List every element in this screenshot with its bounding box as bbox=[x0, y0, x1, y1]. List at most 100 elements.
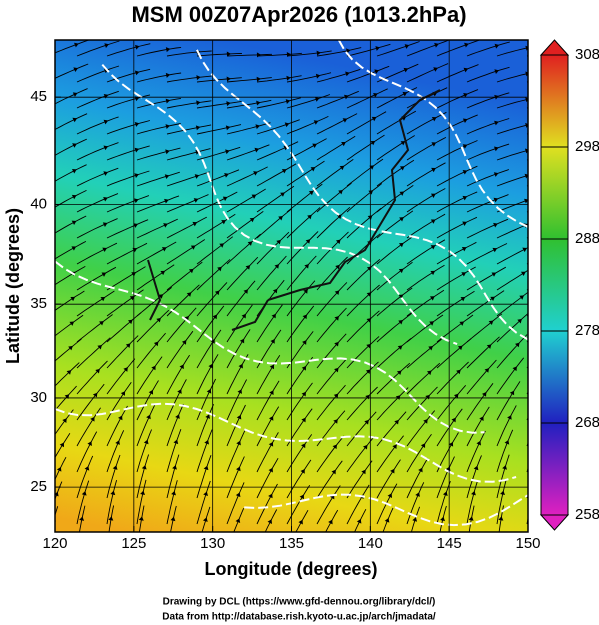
stream-arrow bbox=[356, 518, 362, 524]
streamline bbox=[436, 290, 475, 317]
stream-arrow bbox=[134, 173, 139, 178]
streamline bbox=[256, 255, 287, 291]
stream-arrow bbox=[507, 415, 512, 420]
streamline bbox=[466, 66, 510, 83]
stream-arrow bbox=[462, 118, 468, 124]
streamline bbox=[436, 361, 469, 395]
streamline bbox=[166, 261, 203, 291]
streamline bbox=[76, 242, 118, 265]
stream-arrow bbox=[492, 247, 498, 253]
stream-arrow bbox=[271, 313, 276, 319]
streamline bbox=[316, 460, 343, 499]
stream-arrow bbox=[219, 243, 225, 248]
stream-arrow bbox=[412, 517, 418, 522]
stream-arrow bbox=[140, 490, 146, 496]
stream-arrow bbox=[364, 419, 369, 425]
streamline bbox=[166, 239, 206, 265]
stream-arrow bbox=[222, 196, 228, 202]
streamline bbox=[346, 183, 383, 213]
stream-arrow bbox=[239, 338, 245, 344]
stream-arrow bbox=[268, 493, 273, 499]
streamline bbox=[376, 210, 414, 239]
streamline bbox=[436, 241, 477, 265]
streamline bbox=[55, 456, 67, 481]
streamline bbox=[346, 386, 378, 421]
stream-arrow bbox=[366, 343, 371, 349]
stream-arrow bbox=[333, 419, 338, 424]
streamline bbox=[55, 314, 84, 337]
stream-arrow bbox=[335, 264, 340, 270]
streamline bbox=[466, 92, 510, 109]
stream-arrow bbox=[529, 516, 534, 520]
stream-arrow bbox=[397, 345, 403, 350]
stream-arrow bbox=[310, 167, 316, 172]
streamline bbox=[496, 334, 528, 369]
streamline bbox=[316, 47, 362, 57]
streamline bbox=[226, 482, 245, 525]
stream-arrow bbox=[479, 416, 484, 421]
stream-arrow bbox=[100, 296, 106, 302]
stream-arrow bbox=[104, 43, 109, 48]
stream-arrow bbox=[115, 440, 120, 445]
stream-arrow bbox=[334, 316, 339, 321]
streamline bbox=[376, 41, 420, 57]
streamline bbox=[136, 123, 181, 135]
stream-arrow bbox=[430, 270, 436, 276]
stream-arrow bbox=[314, 96, 320, 102]
streamline bbox=[166, 307, 197, 343]
streamline bbox=[376, 236, 413, 265]
stream-arrow bbox=[172, 465, 177, 470]
stream-arrow bbox=[226, 101, 231, 107]
streamline bbox=[76, 167, 119, 187]
streamline bbox=[286, 183, 323, 213]
streamline bbox=[436, 191, 478, 213]
stream-arrow bbox=[153, 341, 159, 347]
streamline bbox=[136, 454, 150, 499]
streamline bbox=[316, 135, 356, 161]
streamline bbox=[196, 53, 242, 57]
stream-arrow bbox=[71, 194, 77, 200]
streamline bbox=[76, 218, 118, 239]
stream-arrow bbox=[196, 100, 201, 106]
streamline bbox=[136, 97, 181, 109]
streamline bbox=[166, 216, 208, 239]
streamline bbox=[55, 433, 71, 459]
streamline bbox=[226, 430, 246, 473]
isotherm bbox=[55, 260, 485, 434]
stream-arrow bbox=[462, 170, 468, 175]
stream-arrow bbox=[536, 414, 541, 419]
stream-arrow bbox=[103, 196, 108, 202]
streamline bbox=[436, 165, 478, 187]
streamline bbox=[226, 329, 251, 369]
stream-arrow bbox=[212, 314, 218, 320]
stream-arrow bbox=[431, 116, 437, 122]
stream-arrow bbox=[517, 318, 522, 324]
streamline bbox=[226, 233, 261, 265]
streamline bbox=[436, 338, 472, 369]
streamline bbox=[106, 195, 150, 213]
stream-arrow bbox=[245, 265, 251, 270]
y-tick-label: 35 bbox=[30, 295, 47, 312]
stream-arrow bbox=[156, 317, 161, 323]
stream-arrow bbox=[334, 341, 339, 347]
streamline bbox=[196, 77, 242, 83]
stream-arrow bbox=[134, 147, 140, 153]
stream-arrow bbox=[363, 444, 368, 450]
streamline bbox=[256, 304, 283, 343]
streamline bbox=[256, 119, 300, 135]
streamline bbox=[325, 509, 339, 532]
stream-arrow bbox=[118, 415, 123, 421]
colorbar bbox=[540, 54, 569, 516]
stream-arrow bbox=[316, 50, 321, 56]
stream-arrow bbox=[281, 169, 287, 174]
streamline bbox=[196, 191, 238, 213]
stream-arrow bbox=[305, 239, 311, 244]
streamline bbox=[197, 29, 242, 30]
streamline bbox=[76, 90, 119, 109]
streamline bbox=[136, 241, 177, 265]
stream-arrow bbox=[530, 491, 535, 495]
stream-arrow bbox=[81, 491, 87, 496]
streamline bbox=[166, 354, 190, 395]
stream-arrow bbox=[398, 320, 403, 325]
stream-arrow bbox=[333, 393, 339, 399]
